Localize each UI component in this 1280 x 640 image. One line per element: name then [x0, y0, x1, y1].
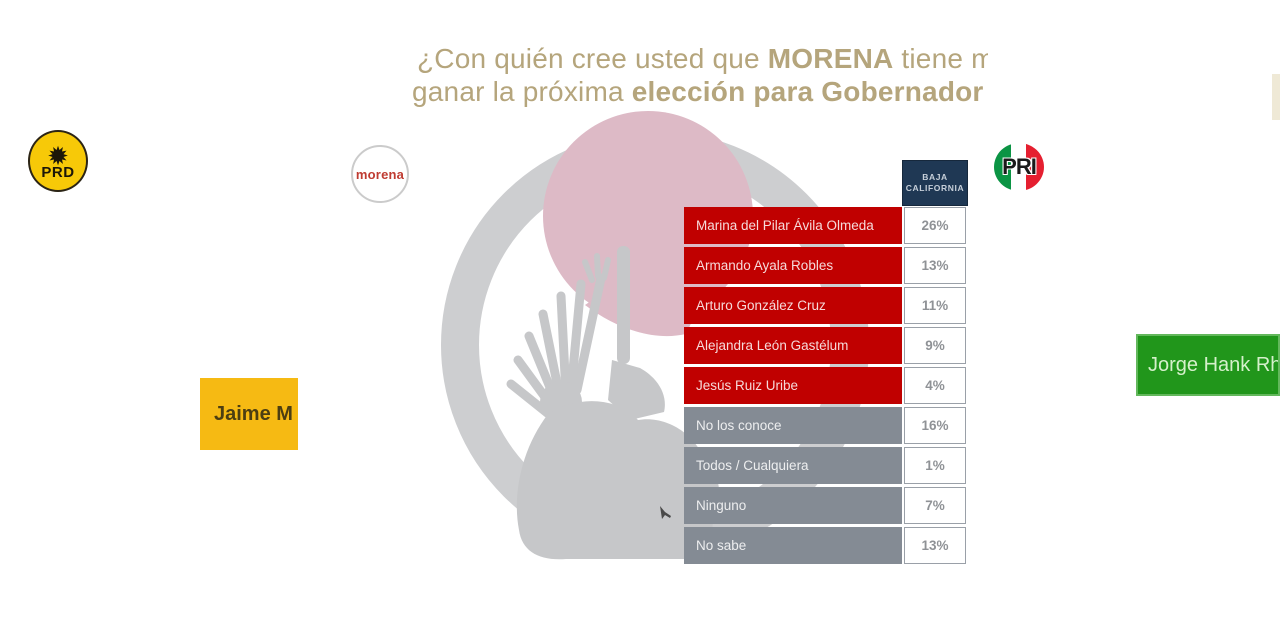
morena-party-logo: morena	[351, 145, 409, 203]
mouse-cursor-icon	[660, 506, 671, 519]
candidate-plate-jaime: Jaime M	[200, 378, 298, 450]
prd-logo-label: PRD	[41, 163, 75, 181]
table-row: Alejandra León Gastélum 9%	[684, 327, 968, 364]
table-row: Arturo González Cruz 11%	[684, 287, 968, 324]
table-row: No los conoce 16%	[684, 407, 968, 444]
pri-logo-label: PRI	[1002, 154, 1037, 179]
prd-party-logo: ✹ PRD	[28, 130, 88, 192]
candidate-plate-jorge-hank: Jorge Hank Rh	[1136, 334, 1280, 396]
table-row: Todos / Cualquiera 1%	[684, 447, 968, 484]
row-value-cell: 13%	[904, 527, 966, 564]
row-value-cell: 13%	[904, 247, 966, 284]
table-rows: Marina del Pilar Ávila Olmeda 26% Armand…	[684, 207, 968, 564]
row-label-cell: No sabe	[684, 527, 902, 564]
poll-question-title: ¿Con quién cree usted que MORENA tiene m…	[0, 40, 988, 114]
candidate-plate-jaime-label: Jaime M	[214, 402, 293, 425]
table-row: No sabe 13%	[684, 527, 968, 564]
row-label-cell: Armando Ayala Robles	[684, 247, 902, 284]
row-label-cell: Jesús Ruiz Uribe	[684, 367, 902, 404]
row-value-cell: 11%	[904, 287, 966, 324]
row-value-cell: 26%	[904, 207, 966, 244]
row-label-cell: Arturo González Cruz	[684, 287, 902, 324]
row-value-cell: 16%	[904, 407, 966, 444]
row-label-cell: Ninguno	[684, 487, 902, 524]
column-header-baja-california: BAJA CALIFORNIA	[902, 160, 968, 206]
candidate-plate-jorge-hank-label: Jorge Hank Rh	[1148, 353, 1280, 376]
table-row: Jesús Ruiz Uribe 4%	[684, 367, 968, 404]
row-label-cell: Alejandra León Gastélum	[684, 327, 902, 364]
table-row: Marina del Pilar Ávila Olmeda 26%	[684, 207, 968, 244]
row-value-cell: 4%	[904, 367, 966, 404]
pri-green-stripe	[994, 143, 1011, 191]
morena-logo-label: morena	[355, 166, 405, 182]
row-value-cell: 1%	[904, 447, 966, 484]
row-value-cell: 9%	[904, 327, 966, 364]
row-label-cell: Marina del Pilar Ávila Olmeda	[684, 207, 902, 244]
title-line-2: ganar la próxima elección para Gobernado…	[412, 76, 984, 107]
prd-sun-icon: ✹	[47, 140, 69, 171]
table-row: Ninguno 7%	[684, 487, 968, 524]
pri-white-stripe	[1011, 143, 1026, 191]
pri-party-logo: PRI	[993, 142, 1045, 192]
row-label-cell: No los conoce	[684, 407, 902, 444]
row-value-cell: 7%	[904, 487, 966, 524]
clipped-text-fragment	[1272, 74, 1280, 120]
title-line-1: ¿Con quién cree usted que MORENA tiene m	[417, 43, 988, 74]
table-row: Armando Ayala Robles 13%	[684, 247, 968, 284]
row-label-cell: Todos / Cualquiera	[684, 447, 902, 484]
pri-red-stripe	[1026, 143, 1044, 191]
